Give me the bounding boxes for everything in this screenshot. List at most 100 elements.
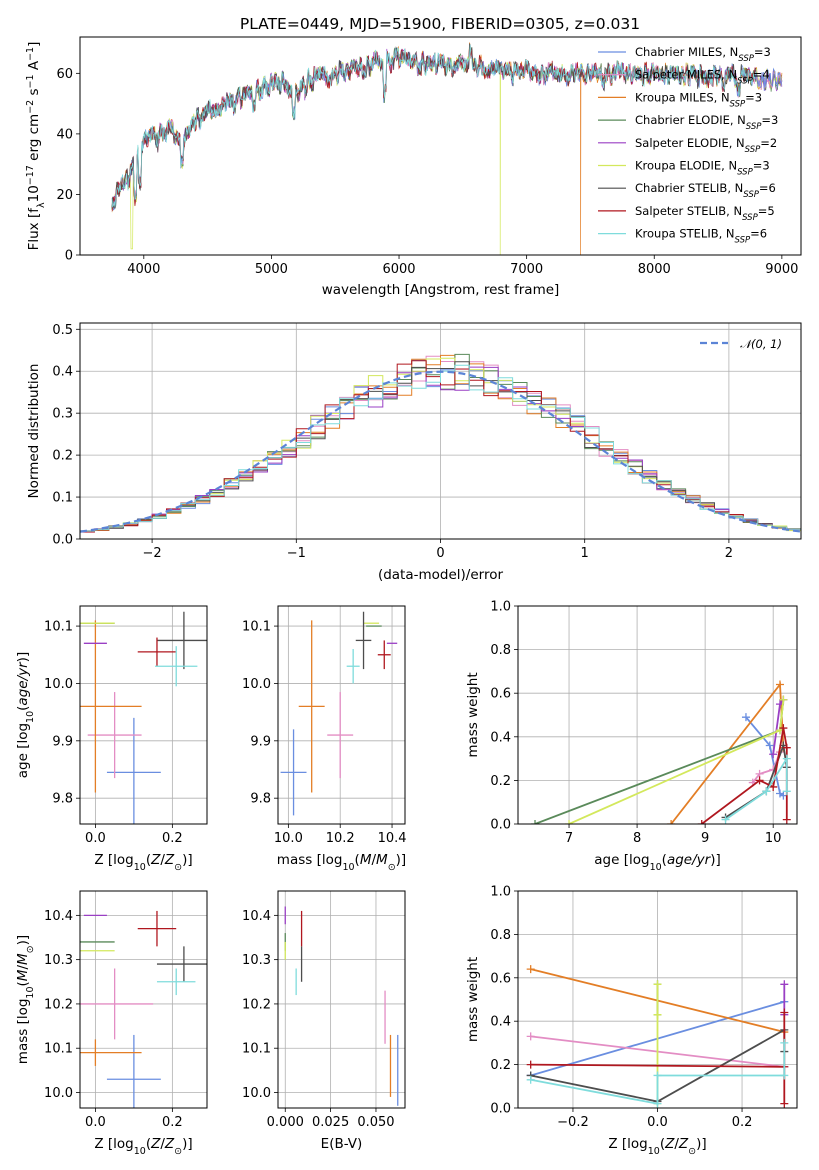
- errorbar-chabrier-stelib: [156, 611, 207, 670]
- y-tick-label: 0: [65, 249, 73, 264]
- mass-vs-Z-y-axis-label: mass [log10(M/M⊙)]: [15, 935, 36, 1064]
- y-tick-label: 9.8: [250, 792, 271, 807]
- errorbar-kroupa-miles: [298, 620, 325, 793]
- y-tick-label: 20: [56, 188, 73, 203]
- age-vs-Z-frame: [79, 605, 208, 825]
- errorbar-kroupa-stelib: [155, 646, 198, 687]
- x-tick-label: 0.0: [85, 831, 106, 846]
- legend-entry: Kroupa ELODIE, NSSP=3: [635, 159, 770, 178]
- y-tick-label: 0.8: [490, 928, 511, 943]
- weight-point-marker: [653, 1010, 662, 1019]
- weight-point-marker: [782, 754, 791, 763]
- weight-point-marker: [782, 815, 791, 824]
- histogram-chabrier-stelib: [80, 361, 801, 532]
- mass-weight-vs-Z-frame: [517, 890, 798, 1109]
- x-tick-label: 5000: [255, 262, 288, 277]
- mass-vs-Z-x-axis-label: Z [log10(Z/Z⊙)]: [94, 1136, 192, 1157]
- weight-point-marker: [780, 1008, 789, 1017]
- errorbar-chabrier-miles: [106, 1034, 161, 1108]
- residuals-legend: 𝒩(0, 1): [700, 337, 782, 351]
- weight-point-marker: [565, 820, 574, 824]
- weight-point-marker: [667, 820, 676, 824]
- errorbar-salpeter-miles: [80, 968, 154, 1040]
- spectrum-y-axis-label: Flux [fλ10−17 erg cm−2 s−1 A−1]: [25, 42, 47, 251]
- x-tick-label: 8000: [638, 262, 671, 277]
- x-tick-label: 0.2: [162, 1115, 183, 1130]
- x-tick-label: −0.2: [557, 1115, 589, 1130]
- weight-point-marker: [653, 1071, 662, 1080]
- weight-point-marker: [765, 741, 774, 750]
- y-tick-label: 0.2: [52, 449, 73, 464]
- y-tick-label: 0.4: [490, 730, 511, 745]
- weight-point-marker: [780, 1038, 789, 1047]
- errorbar-salpeter-stelib: [137, 637, 177, 667]
- y-tick-label: 1.0: [490, 885, 511, 900]
- y-tick-label: 0.4: [490, 1015, 511, 1030]
- y-tick-label: 10.1: [44, 1042, 73, 1057]
- errorbar-salpeter-stelib: [377, 640, 391, 670]
- figure-title: PLATE=0449, MJD=51900, FIBERID=0305, z=0…: [240, 15, 640, 33]
- y-tick-label: 10.0: [44, 677, 73, 692]
- x-tick-label: 2: [725, 546, 733, 561]
- x-tick-label: 0.025: [312, 1115, 349, 1130]
- weight-point-marker: [780, 1071, 789, 1080]
- mass-vs-EBV-x-axis-label: E(B-V): [321, 1136, 363, 1152]
- y-tick-label: 0.8: [490, 643, 511, 658]
- x-tick-label: 10: [765, 831, 782, 846]
- mass-vs-Z-frame: [79, 890, 208, 1109]
- weight-point-marker: [782, 743, 791, 752]
- weight-line: [752, 751, 781, 784]
- x-tick-label: 9: [701, 831, 709, 846]
- x-tick-label: 8: [633, 831, 641, 846]
- legend-entry: Chabrier MILES, NSSP=3: [635, 45, 771, 64]
- y-tick-label: 9.9: [250, 734, 271, 749]
- weight-series-kroupa-elodie: [565, 695, 788, 824]
- legend-entry: Chabrier ELODIE, NSSP=3: [635, 113, 778, 132]
- y-tick-label: 0.2: [490, 774, 511, 789]
- weight-series-kroupa-stelib: [721, 754, 791, 824]
- weight-point-marker: [755, 776, 764, 785]
- mass-weight-vs-Z-axes: −0.2 0.0 0.2 0.0 0.2 0.4 0.6 0.8 1.0: [490, 885, 797, 1130]
- mass-weight-vs-Z-x-axis-label: Z [log10(Z/Z⊙)]: [608, 1136, 706, 1157]
- residuals-y-axis-label: Normed distribution: [26, 364, 42, 499]
- age-vs-Z-y-axis-label: age [log10(age/yr)]: [15, 652, 36, 778]
- x-tick-label: 0.0: [85, 1115, 106, 1130]
- y-tick-label: 40: [56, 127, 73, 142]
- x-tick-label: 6000: [382, 262, 415, 277]
- weight-point-marker: [779, 724, 788, 733]
- x-tick-label: 0.2: [162, 831, 183, 846]
- errorbar-chabrier-stelib: [355, 611, 372, 670]
- x-tick-label: 1: [581, 546, 589, 561]
- x-tick-label: 10.0: [274, 831, 303, 846]
- errorbar-salpeter-stelib: [137, 910, 177, 947]
- x-tick-label: 4000: [127, 262, 160, 277]
- y-tick-label: 10.3: [242, 953, 271, 968]
- y-tick-label: 10.0: [242, 677, 271, 692]
- x-tick-label: 7000: [510, 262, 543, 277]
- y-tick-label: 0.5: [52, 323, 73, 338]
- y-tick-label: 10.0: [44, 1086, 73, 1101]
- y-tick-label: 60: [56, 67, 73, 82]
- y-tick-label: 10.1: [242, 620, 271, 635]
- y-tick-label: 0.0: [490, 818, 511, 833]
- x-tick-label: 0.0: [647, 1115, 668, 1130]
- y-tick-label: 0.6: [490, 971, 511, 986]
- x-tick-label: 7: [565, 831, 573, 846]
- errorbar-chabrier-miles: [280, 729, 307, 816]
- weight-point-marker: [526, 1060, 535, 1069]
- weight-line: [724, 755, 788, 821]
- weight-point-marker: [775, 680, 784, 689]
- reference-normal-curve: [80, 370, 801, 533]
- weight-point-marker: [526, 1075, 535, 1084]
- y-tick-label: 0.0: [490, 1102, 511, 1117]
- legend-entry: 𝒩(0, 1): [740, 337, 782, 351]
- weight-point-marker: [780, 980, 789, 989]
- legend-entry: Kroupa STELIB, NSSP=6: [635, 227, 767, 246]
- legend-entry: Salpeter ELODIE, NSSP=2: [635, 136, 777, 155]
- y-tick-label: 10.2: [44, 997, 73, 1012]
- weight-point-marker: [653, 980, 662, 989]
- mass-vs-EBV-axes: 0.000 0.025 0.050 10.0 10.1 10.2 10.3 10.4: [242, 891, 405, 1130]
- y-tick-label: 1.0: [490, 600, 511, 615]
- y-tick-label: 10.2: [242, 997, 271, 1012]
